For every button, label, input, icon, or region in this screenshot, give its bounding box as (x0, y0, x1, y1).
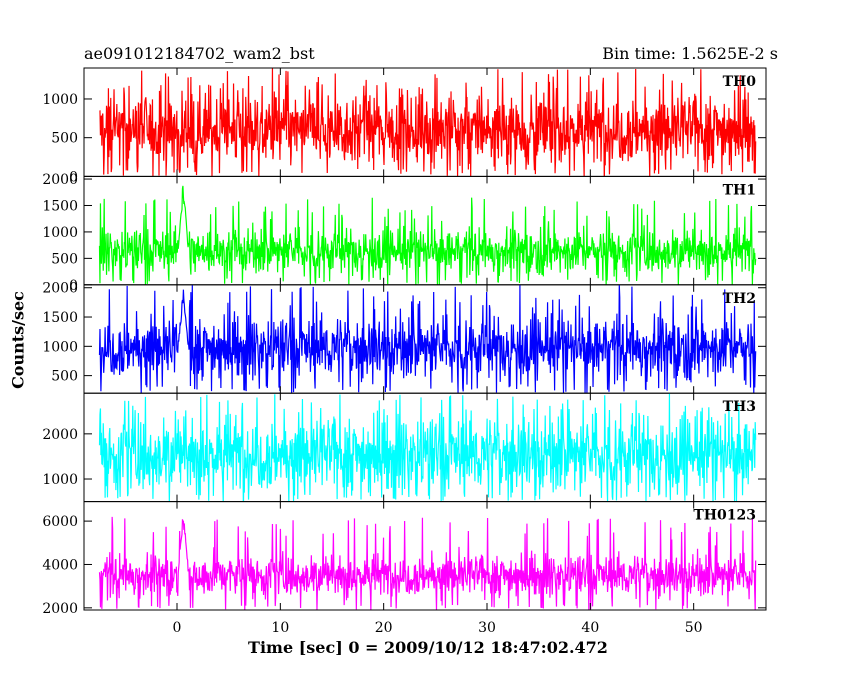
y-tick-label: 500 (51, 251, 78, 267)
x-tick-label: 50 (685, 620, 703, 636)
y-tick-label: 1000 (42, 339, 78, 355)
y-tick-label: 0 (69, 169, 78, 185)
series-line-th3 (98, 393, 757, 502)
panel-label-th0123: TH0123 (693, 508, 756, 524)
x-tick-label: 30 (478, 620, 496, 636)
y-tick-label: 2000 (42, 172, 78, 188)
y-tick-label: 2000 (42, 601, 78, 617)
y-tick-label: 2000 (42, 281, 78, 297)
series-line-th0 (99, 68, 757, 177)
y-tick-label: 1500 (42, 198, 78, 214)
series-line-th2 (98, 284, 757, 394)
x-tick-label: 20 (375, 620, 393, 636)
y-tick-label: 0 (69, 278, 78, 294)
y-tick-label: 1000 (42, 225, 78, 241)
y-tick-label: 500 (51, 369, 78, 385)
panel-label-th1: TH1 (723, 182, 756, 198)
y-tick-label: 1000 (42, 92, 78, 108)
y-tick-label: 1500 (42, 310, 78, 326)
chart-title: ae091012184702_wam2_bst (84, 44, 315, 63)
y-tick-label: 6000 (42, 514, 78, 530)
panel-label-th3: TH3 (723, 399, 756, 415)
x-tick-label: 0 (173, 620, 182, 636)
series-line-th1 (98, 185, 757, 285)
panel-frame-th0123 (83, 501, 767, 611)
x-tick-label: 40 (581, 620, 599, 636)
series-line-th0123 (98, 516, 757, 610)
y-axis-label: Counts/sec (8, 291, 28, 389)
y-tick-label: 4000 (42, 557, 78, 573)
x-axis-label: Time [sec] 0 = 2009/10/12 18:47:02.472 (248, 638, 608, 657)
y-tick-label: 1000 (42, 472, 78, 488)
panel-label-th2: TH2 (723, 291, 756, 307)
y-tick-label: 2000 (42, 427, 78, 443)
y-tick-label: 500 (51, 131, 78, 147)
x-tick-label: 10 (271, 620, 289, 636)
bin-time-label: Bin time: 1.5625E-2 s (602, 44, 778, 63)
panel-label-th0: TH0 (723, 74, 757, 90)
